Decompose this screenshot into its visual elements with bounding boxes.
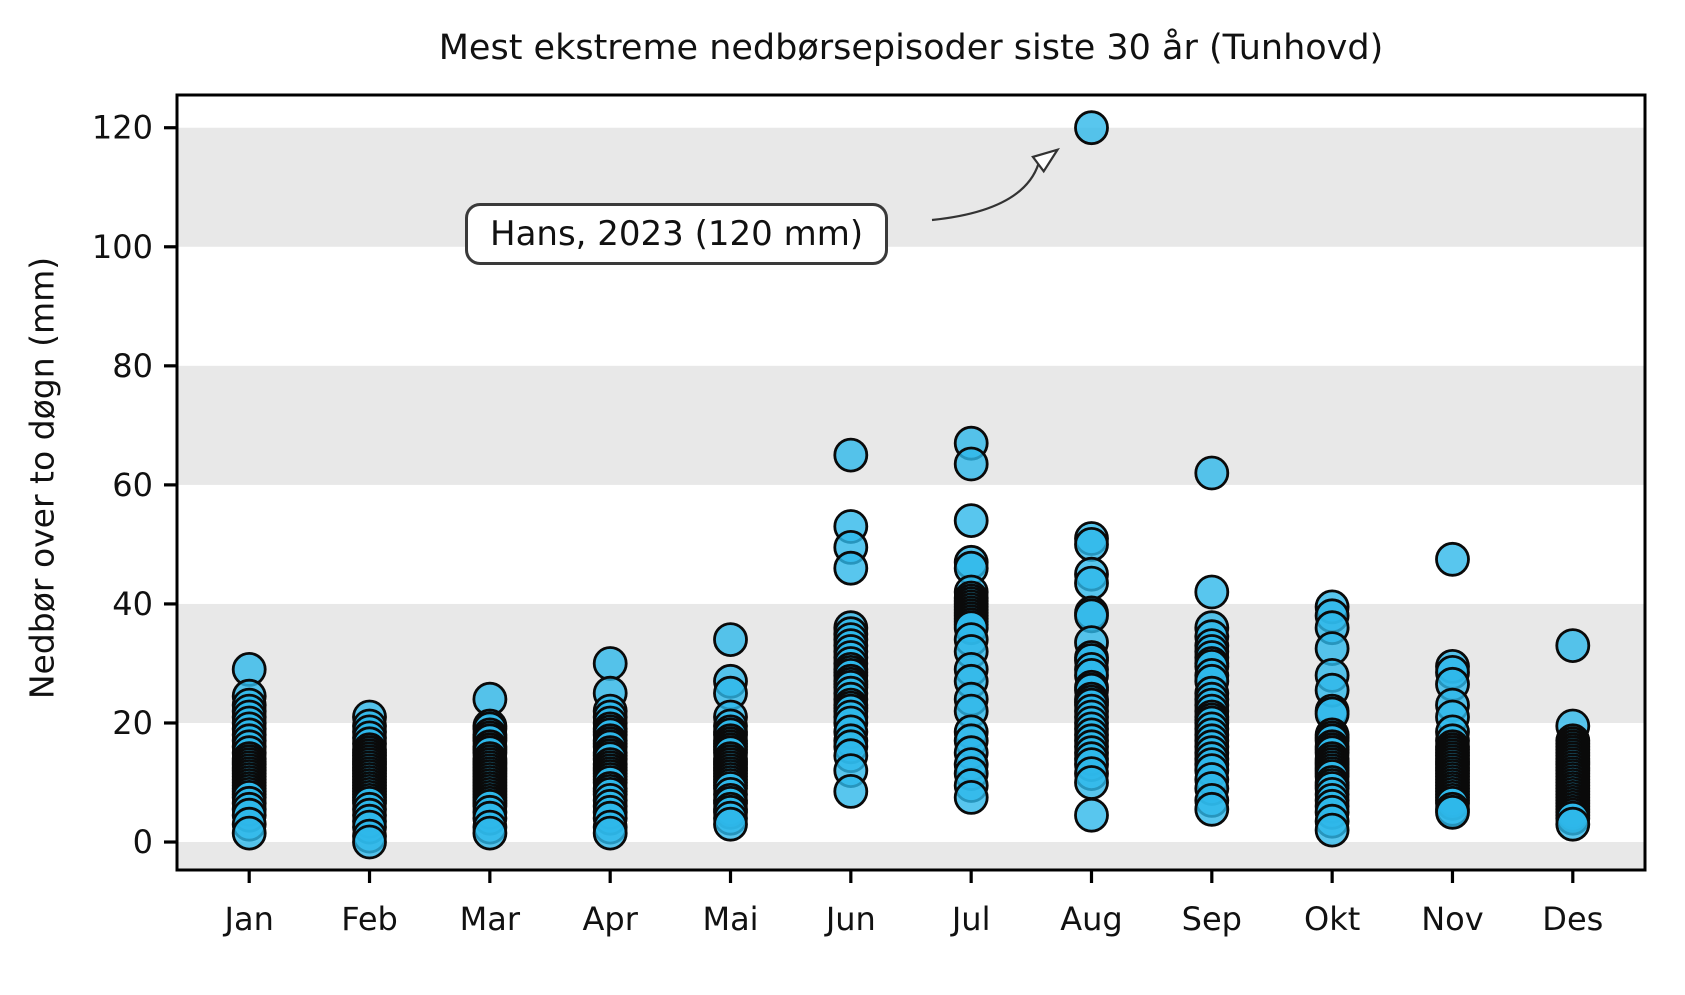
chart-title: Mest ekstreme nedbørsepisoder siste 30 å… [438, 28, 1384, 68]
x-tick-label: Okt [1304, 900, 1360, 938]
x-tick-label: Jun [824, 900, 876, 938]
x-tick-label: Nov [1421, 900, 1483, 938]
y-tick-label: 60 [112, 466, 153, 504]
y-tick-label: 40 [112, 585, 153, 623]
data-point-apr [592, 646, 628, 681]
grid-band [177, 842, 1645, 870]
x-tick-label: Feb [341, 900, 398, 938]
data-point-sep [1194, 791, 1230, 827]
data-point-jul [953, 446, 989, 482]
tick-labels-group: 0 20 40 60 80 100 120 Jan Feb Mar Apr Mai Jun Jul Aug S… [92, 109, 1603, 938]
y-tick-label: 80 [112, 347, 153, 385]
data-point-jun [833, 550, 869, 586]
points-group [231, 110, 1591, 860]
x-tick-label: Aug [1060, 900, 1122, 938]
grid-band [177, 603, 1645, 723]
annotation-box: Hans, 2023 (120 mm) [465, 203, 889, 265]
data-point-des [1555, 806, 1591, 842]
data-point-feb [352, 824, 387, 860]
data-point-jan [231, 815, 267, 851]
y-tick-label: 100 [92, 228, 153, 266]
data-point-apr [592, 815, 628, 851]
data-point-okt [1314, 812, 1350, 848]
y-tick-label: 0 [133, 823, 153, 861]
x-tick-label: Sep [1182, 900, 1242, 938]
grid-band [177, 365, 1645, 485]
x-tick-label: Mar [460, 900, 521, 938]
data-point-nov [1435, 794, 1470, 830]
x-tick-label: Des [1542, 900, 1603, 938]
annotation-arrow-line [931, 163, 1040, 222]
bands-group [177, 127, 1645, 870]
data-point-jul [953, 780, 989, 815]
annotation-arrowhead-icon [1031, 147, 1060, 174]
data-point-des [1555, 628, 1591, 663]
data-point-jul [953, 503, 989, 538]
grid-band [177, 127, 1645, 247]
data-point-jun [833, 437, 869, 473]
data-point-mai [713, 806, 748, 842]
data-point-jun [833, 774, 869, 809]
x-tick-label: Apr [583, 900, 639, 938]
x-tick-label: Jul [950, 900, 991, 938]
ticks-group [164, 126, 1575, 883]
y-tick-label: 20 [112, 704, 153, 742]
y-tick-label: 120 [92, 109, 153, 147]
data-point-nov [1435, 541, 1470, 577]
data-point-mar [472, 815, 508, 851]
data-point-sep [1194, 574, 1230, 610]
plot-border [175, 93, 1647, 872]
x-tick-label: Jan [223, 900, 274, 938]
data-point-mai [713, 622, 748, 657]
data-point-aug [1074, 797, 1109, 833]
data-point-sep [1194, 455, 1230, 491]
data-point-aug [1074, 765, 1109, 800]
data-point-aug [1074, 110, 1109, 146]
x-tick-label: Mai [702, 900, 758, 938]
data-point-aug [1074, 527, 1109, 562]
data-point-aug [1074, 565, 1109, 601]
